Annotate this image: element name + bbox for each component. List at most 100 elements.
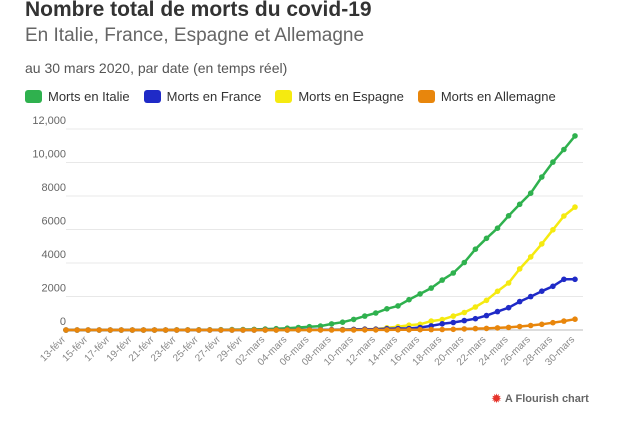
y-tick-label: 2000 <box>42 283 66 295</box>
data-point-italie <box>494 225 501 231</box>
data-point-france <box>550 283 556 290</box>
legend: Morts en Italie Morts en France Morts en… <box>25 89 570 104</box>
data-point-allemagne <box>439 326 446 333</box>
legend-swatch-allemagne <box>417 90 435 103</box>
data-point-allemagne <box>96 327 102 333</box>
legend-item-allemagne[interactable]: Morts en Allemagne <box>417 89 556 104</box>
data-point-allemagne <box>428 326 435 333</box>
data-point-allemagne <box>295 327 302 333</box>
data-point-italie <box>516 201 523 208</box>
data-point-allemagne <box>207 327 213 333</box>
data-point-allemagne <box>317 327 324 333</box>
data-point-allemagne <box>218 327 224 333</box>
legend-label-italie: Morts en Italie <box>48 89 130 104</box>
y-tick-label: 0 <box>60 316 66 328</box>
data-point-france <box>494 308 501 315</box>
data-point-allemagne <box>373 327 379 333</box>
data-point-allemagne <box>140 327 147 333</box>
data-point-espagne <box>428 318 435 324</box>
data-point-italie <box>406 296 412 303</box>
data-point-allemagne <box>550 319 556 326</box>
data-point-allemagne <box>328 327 335 333</box>
data-point-allemagne <box>273 327 280 333</box>
data-point-france <box>461 317 468 324</box>
chart-subtitle: En Italie, France, Espagne et Allemagne <box>25 25 365 46</box>
data-point-allemagne <box>262 327 269 333</box>
data-point-allemagne <box>74 327 80 333</box>
data-point-allemagne <box>173 327 180 333</box>
chart-date-note: au 30 mars 2020, par date (en temps réel… <box>25 60 288 76</box>
data-point-italie <box>350 316 357 323</box>
data-point-france <box>516 298 523 305</box>
data-point-allemagne <box>229 327 235 333</box>
data-point-italie <box>472 246 479 252</box>
data-point-espagne <box>516 266 523 272</box>
data-point-espagne <box>550 227 556 233</box>
data-point-espagne <box>494 288 501 295</box>
data-point-allemagne <box>240 327 246 333</box>
flourish-logo-icon: ✹ <box>491 391 502 406</box>
data-point-allemagne <box>118 327 125 333</box>
data-point-italie <box>572 133 578 139</box>
data-point-espagne <box>539 241 545 247</box>
data-point-allemagne <box>472 325 479 332</box>
flourish-credit[interactable]: ✹ A Flourish chart <box>491 391 589 407</box>
data-point-italie <box>550 159 556 165</box>
data-point-allemagne <box>350 327 357 333</box>
data-point-allemagne <box>406 327 412 333</box>
data-point-france <box>505 304 512 311</box>
data-point-allemagne <box>450 326 457 333</box>
data-point-allemagne <box>505 324 512 331</box>
data-point-allemagne <box>527 322 534 329</box>
data-point-france <box>539 288 545 295</box>
data-point-espagne <box>527 254 534 260</box>
data-point-allemagne <box>516 323 523 330</box>
y-tick-label: 12,000 <box>32 115 66 127</box>
legend-label-espagne: Morts en Espagne <box>298 89 404 104</box>
data-point-france <box>527 293 534 300</box>
data-point-italie <box>384 306 390 312</box>
data-point-allemagne <box>494 325 501 331</box>
chart-title: Nombre total de morts du covid-19 <box>25 0 372 21</box>
data-point-espagne <box>505 280 512 286</box>
data-point-italie <box>450 270 457 276</box>
legend-item-espagne[interactable]: Morts en Espagne <box>275 89 404 104</box>
flourish-credit-label: A Flourish chart <box>504 393 589 405</box>
data-point-france <box>450 319 457 326</box>
data-point-italie <box>428 285 435 291</box>
data-point-france <box>472 315 479 322</box>
data-point-espagne <box>461 309 468 316</box>
data-point-allemagne <box>539 321 545 328</box>
data-point-france <box>572 276 578 283</box>
data-point-italie <box>417 291 423 297</box>
data-point-allemagne <box>483 325 490 332</box>
data-point-italie <box>328 321 335 327</box>
data-point-allemagne <box>461 326 468 332</box>
data-point-france <box>561 276 567 283</box>
data-point-allemagne <box>362 327 368 333</box>
data-point-italie <box>339 319 346 326</box>
y-tick-label: 4000 <box>42 249 66 261</box>
legend-swatch-espagne <box>275 90 293 103</box>
data-point-espagne <box>450 313 457 319</box>
legend-item-france[interactable]: Morts en France <box>143 89 261 104</box>
data-point-italie <box>373 310 379 316</box>
data-point-allemagne <box>184 327 191 333</box>
data-point-allemagne <box>284 327 291 333</box>
y-tick-label: 6000 <box>42 216 66 228</box>
data-point-allemagne <box>129 327 136 333</box>
data-point-allemagne <box>251 327 257 333</box>
legend-item-italie[interactable]: Morts en Italie <box>25 89 130 104</box>
data-point-italie <box>527 190 534 196</box>
data-point-italie <box>362 313 368 319</box>
legend-swatch-france <box>143 90 161 103</box>
data-point-italie <box>561 146 567 153</box>
data-point-allemagne <box>561 318 567 324</box>
data-point-espagne <box>572 204 578 210</box>
data-point-allemagne <box>395 327 401 333</box>
data-point-allemagne <box>306 327 313 333</box>
legend-label-allemagne: Morts en Allemagne <box>440 89 556 104</box>
data-point-allemagne <box>417 326 423 333</box>
data-point-france <box>483 312 490 319</box>
data-point-allemagne <box>384 327 390 333</box>
